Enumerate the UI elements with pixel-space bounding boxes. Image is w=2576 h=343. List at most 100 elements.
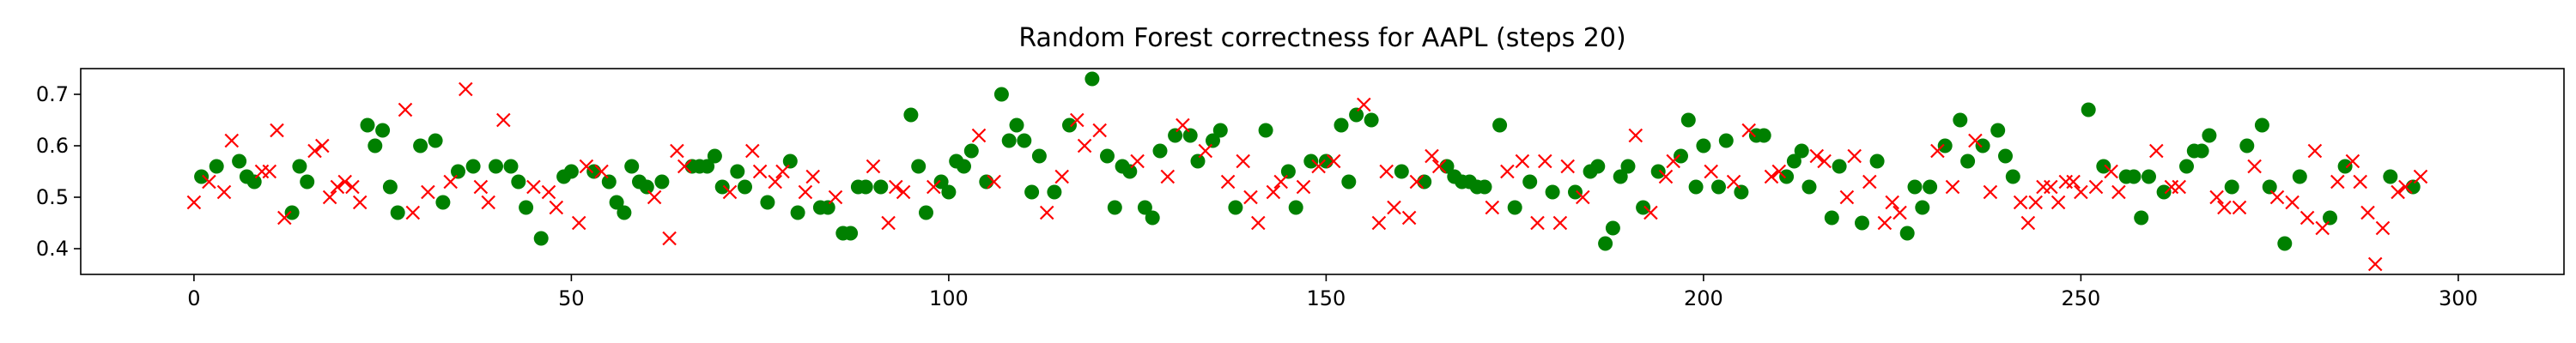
data-point-x bbox=[1945, 179, 1960, 195]
data-point-x bbox=[2345, 153, 2360, 169]
data-point-circle bbox=[911, 159, 927, 174]
data-point-x bbox=[398, 102, 413, 117]
data-point-x bbox=[1077, 138, 1092, 153]
data-point-x bbox=[2375, 220, 2391, 236]
data-point-x bbox=[1817, 153, 1832, 169]
data-point-x bbox=[1538, 153, 1552, 169]
data-point-x bbox=[2232, 200, 2247, 215]
data-point-x bbox=[1160, 169, 1176, 184]
data-point-circle bbox=[2179, 159, 2194, 174]
x-tick-label: 0 bbox=[187, 286, 200, 310]
data-point-x bbox=[775, 164, 790, 179]
data-point-circle bbox=[1394, 164, 1409, 179]
data-point-circle bbox=[1568, 184, 1583, 200]
data-point-circle bbox=[1001, 133, 1017, 148]
data-point-circle bbox=[1869, 153, 1885, 169]
data-point-circle bbox=[1960, 153, 1976, 169]
data-point-circle bbox=[292, 159, 307, 174]
data-point-circle bbox=[609, 195, 624, 210]
data-point-x bbox=[216, 184, 232, 200]
data-point-circle bbox=[714, 179, 730, 195]
data-point-x bbox=[443, 174, 458, 190]
data-point-circle bbox=[782, 153, 798, 169]
data-point-x bbox=[1560, 159, 1575, 174]
data-point-circle bbox=[1228, 200, 1243, 215]
y-tick-label: 0.7 bbox=[36, 82, 69, 106]
data-point-x bbox=[330, 179, 345, 195]
data-point-circle bbox=[413, 138, 428, 153]
data-point-circle bbox=[1122, 164, 1138, 179]
data-point-x bbox=[496, 112, 511, 128]
data-point-circle bbox=[1899, 226, 1915, 241]
data-point-circle bbox=[1696, 138, 1711, 153]
x-tick-label: 200 bbox=[1684, 286, 1723, 310]
data-point-circle bbox=[1206, 133, 1220, 148]
data-point-x bbox=[1431, 159, 1447, 174]
data-point-x bbox=[481, 195, 495, 210]
data-point-x bbox=[2013, 195, 2028, 210]
data-point-circle bbox=[1168, 128, 1183, 143]
data-point-circle bbox=[738, 179, 752, 195]
data-point-circle bbox=[1477, 179, 1492, 195]
data-point-x bbox=[2285, 195, 2300, 210]
data-point-x bbox=[277, 210, 292, 226]
data-point-circle bbox=[1598, 236, 1613, 251]
data-point-x bbox=[1371, 215, 1387, 231]
data-point-x bbox=[1983, 184, 1998, 200]
data-point-x bbox=[571, 215, 586, 231]
data-point-circle bbox=[1794, 143, 1809, 159]
data-point-circle bbox=[1545, 184, 1560, 200]
data-point-x bbox=[1741, 123, 1756, 138]
data-point-x bbox=[1500, 164, 1515, 179]
data-point-circle bbox=[1364, 112, 1379, 128]
data-point-x bbox=[1643, 205, 1658, 220]
data-point-circle bbox=[639, 179, 654, 195]
data-point-x bbox=[828, 190, 843, 205]
data-point-x bbox=[526, 179, 541, 195]
data-point-circle bbox=[1650, 164, 1666, 179]
data-point-x bbox=[1771, 164, 1787, 179]
data-point-circle bbox=[2156, 184, 2172, 200]
data-point-circle bbox=[368, 138, 383, 153]
data-point-x bbox=[337, 174, 352, 190]
data-point-x bbox=[2020, 215, 2036, 231]
data-point-x bbox=[2028, 195, 2043, 210]
data-point-circle bbox=[1923, 179, 1938, 195]
y-tick-label: 0.6 bbox=[36, 134, 69, 158]
data-point-x bbox=[2315, 220, 2330, 236]
data-point-circle bbox=[1832, 159, 1847, 174]
data-point-circle bbox=[1024, 184, 1040, 200]
data-point-circle bbox=[1084, 71, 1100, 87]
data-point-x bbox=[322, 190, 337, 205]
data-point-x bbox=[2172, 179, 2186, 195]
data-point-x bbox=[1273, 174, 1288, 190]
data-point-x bbox=[2398, 179, 2413, 195]
data-point-circle bbox=[700, 159, 715, 174]
data-point-circle bbox=[1145, 210, 1160, 226]
data-point-x bbox=[2330, 174, 2345, 190]
data-point-x bbox=[541, 184, 556, 200]
data-point-circle bbox=[1303, 153, 1319, 169]
data-point-x bbox=[798, 184, 813, 200]
data-point-circle bbox=[2292, 169, 2307, 184]
data-point-circle bbox=[2262, 179, 2277, 195]
data-point-circle bbox=[503, 159, 519, 174]
x-tick-label: 300 bbox=[2439, 286, 2478, 310]
data-point-circle bbox=[1349, 107, 1364, 123]
data-point-x bbox=[1092, 123, 1107, 138]
data-point-x bbox=[896, 184, 911, 200]
data-point-x bbox=[647, 190, 662, 205]
data-point-x bbox=[1764, 169, 1779, 184]
data-point-circle bbox=[435, 195, 451, 210]
data-point-circle bbox=[1190, 153, 1206, 169]
data-point-x bbox=[2353, 174, 2367, 190]
data-point-x bbox=[1726, 174, 1741, 190]
data-point-circle bbox=[1990, 123, 2006, 138]
data-point-x bbox=[1666, 153, 1680, 169]
data-point-circle bbox=[843, 226, 859, 241]
data-point-circle bbox=[489, 159, 503, 174]
data-point-x bbox=[1552, 215, 1568, 231]
data-point-x bbox=[2066, 174, 2081, 190]
data-point-x bbox=[752, 164, 768, 179]
data-point-x bbox=[2111, 184, 2126, 200]
